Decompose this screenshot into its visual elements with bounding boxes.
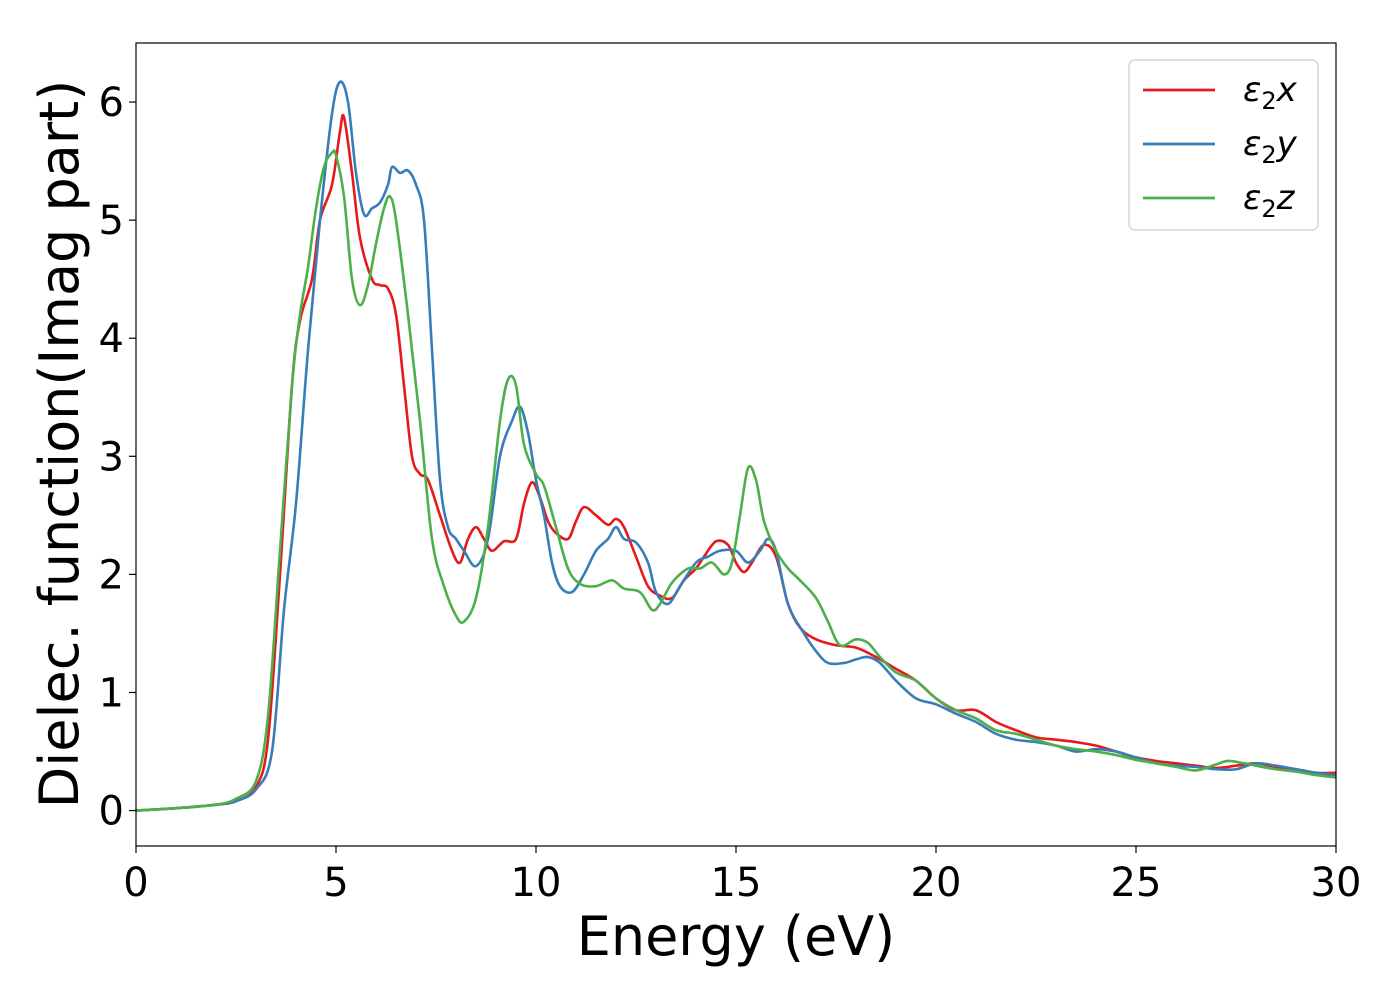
legend-label-z: ε2z: [1243, 178, 1296, 223]
y-tick-label: 0: [99, 789, 124, 835]
x-tick-label: 15: [711, 860, 762, 906]
legend-label-y: ε2y: [1243, 124, 1298, 169]
y-tick-label: 4: [99, 316, 124, 362]
legend-label-x: ε2x: [1243, 70, 1298, 115]
x-tick-label: 10: [511, 860, 562, 906]
x-tick-label: 25: [1111, 860, 1162, 906]
y-axis-label: Dielec. function(Imag part): [28, 80, 91, 809]
y-tick-label: 1: [99, 670, 124, 716]
y-tick-label: 6: [99, 80, 124, 126]
legend: ε2x ε2y ε2z: [1128, 59, 1319, 231]
x-tick-label: 30: [1311, 860, 1362, 906]
series-layer: [136, 80, 1336, 812]
y-axis: 0 1 2 3 4 5 6: [99, 80, 136, 835]
series-line-x: [136, 113, 1336, 812]
x-tick-label: 0: [123, 860, 148, 906]
x-tick-label: 20: [911, 860, 962, 906]
y-tick-label: 3: [99, 434, 124, 480]
legend-box: [1128, 59, 1319, 231]
series-line-z: [136, 149, 1336, 812]
y-tick-label: 2: [99, 552, 124, 598]
y-tick-label: 5: [99, 198, 124, 244]
x-axis: 0 5 10 15 20 25 30: [123, 846, 1361, 906]
x-tick-label: 5: [323, 860, 348, 906]
series-line-y: [136, 80, 1336, 812]
x-axis-label: Energy (eV): [577, 905, 896, 968]
